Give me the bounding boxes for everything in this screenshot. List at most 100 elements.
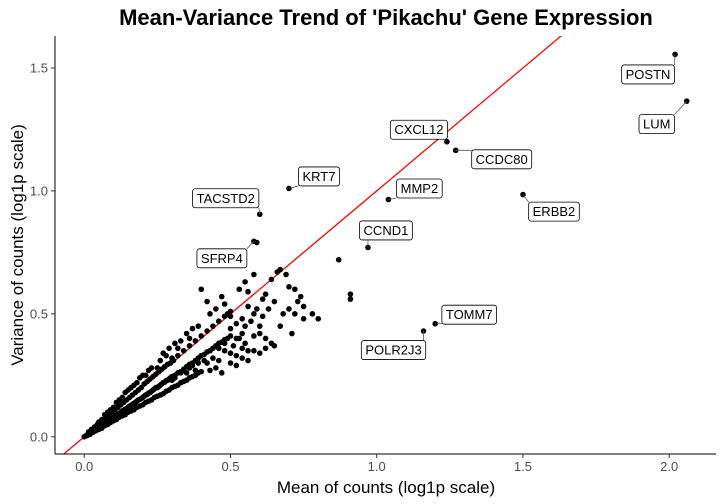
gene-label-connector	[674, 54, 676, 65]
gene-label-text: LUM	[643, 117, 670, 132]
gene-label-box	[621, 64, 675, 85]
gene-label-tomm7: TOMM7	[435, 304, 497, 325]
data-point	[186, 343, 193, 349]
chart-title: Mean-Variance Trend of 'Pikachu' Gene Ex…	[119, 5, 653, 30]
gene-label-box	[389, 119, 448, 140]
gene-labels-layer: POSTN LUM CXCL12 CCDC80 KRT7 ERBB2 MMP2 TACSTD2…	[192, 54, 688, 360]
gene-label-connector	[674, 100, 688, 115]
x-axis-label: Mean of counts (log1p scale)	[277, 478, 495, 497]
gene-label-box	[638, 114, 675, 135]
data-point	[259, 313, 266, 320]
data-point	[242, 323, 248, 329]
points-layer	[81, 51, 690, 440]
y-tick-label: 0.5	[30, 306, 48, 321]
gene-label-text: POLR2J3	[365, 343, 421, 358]
data-point	[195, 360, 202, 366]
gene-label-connector	[258, 207, 261, 215]
gene-label-postn: POSTN	[621, 54, 676, 85]
data-point	[262, 291, 269, 297]
data-point	[265, 306, 272, 312]
data-point	[227, 313, 234, 320]
gene-label-connector	[246, 241, 255, 250]
data-point	[204, 298, 210, 305]
y-tick-label: 1.5	[30, 60, 48, 75]
data-point	[198, 333, 205, 339]
data-point	[300, 303, 307, 310]
data-point	[256, 350, 263, 356]
data-point	[172, 340, 178, 347]
gene-label-box	[471, 149, 533, 170]
gene-label-sfrp4: SFRP4	[196, 241, 255, 269]
data-point	[183, 370, 190, 376]
y-tick-label: 0.0	[30, 429, 48, 444]
data-point	[119, 394, 126, 401]
data-point	[271, 343, 278, 349]
data-point	[251, 271, 257, 278]
gene-label-connector	[388, 197, 397, 200]
data-point	[148, 365, 155, 371]
data-point	[283, 271, 289, 278]
gene-label-polr2j3: POLR2J3	[360, 331, 427, 360]
y-axis-ticks: 0.0 0.5 1.0 1.5	[30, 60, 55, 444]
data-point	[215, 345, 222, 352]
x-tick-label: 1.0	[368, 459, 386, 474]
data-point	[251, 347, 257, 354]
gene-label-lum: LUM	[638, 100, 688, 135]
data-point	[245, 347, 251, 354]
data-point	[189, 325, 196, 332]
gene-label-text: KRT7	[302, 169, 335, 184]
data-point	[245, 357, 251, 364]
x-tick-label: 0.5	[221, 459, 239, 474]
x-tick-label: 2.0	[660, 459, 678, 474]
data-point	[233, 320, 240, 327]
data-point	[309, 311, 316, 317]
data-point	[277, 266, 284, 273]
data-point	[139, 372, 146, 379]
data-point	[215, 357, 222, 364]
data-point	[172, 374, 178, 381]
data-point	[300, 315, 307, 322]
data-point	[292, 311, 298, 317]
data-point	[175, 345, 181, 352]
x-tick-label: 0.0	[75, 459, 93, 474]
data-point	[213, 306, 219, 312]
data-point	[175, 352, 181, 359]
data-point	[177, 338, 184, 344]
data-point	[218, 370, 225, 376]
x-tick-label: 1.5	[514, 459, 532, 474]
data-point	[239, 355, 245, 361]
data-point	[315, 315, 322, 322]
data-point	[262, 335, 269, 342]
data-point	[210, 355, 216, 361]
data-point	[256, 330, 263, 337]
data-point	[134, 379, 140, 386]
data-point	[347, 296, 354, 302]
data-point	[207, 367, 213, 374]
data-point	[248, 318, 254, 325]
data-point	[198, 286, 205, 293]
data-point	[98, 416, 105, 423]
data-point	[259, 296, 266, 302]
gene-label-cxcl12: CXCL12	[389, 119, 448, 140]
data-point	[277, 323, 284, 329]
data-point	[335, 256, 342, 263]
data-point	[233, 362, 240, 369]
data-point	[213, 365, 219, 371]
plot-area: POSTN LUM CXCL12 CCDC80 KRT7 ERBB2 MMP2 TACSTD2…	[62, 36, 690, 454]
x-axis-ticks: 0.0 0.5 1.0 1.5 2.0	[75, 454, 678, 474]
gene-label-ccdc80: CCDC80	[455, 149, 533, 170]
gene-label-box	[298, 166, 340, 187]
gene-label-text: ERBB2	[533, 204, 576, 219]
data-point	[227, 360, 234, 366]
data-point	[198, 368, 205, 375]
data-point	[280, 311, 286, 317]
data-point	[286, 284, 292, 290]
data-point	[160, 350, 167, 356]
data-point	[254, 306, 260, 312]
data-point	[218, 293, 225, 300]
data-point	[230, 343, 237, 349]
data-point	[239, 330, 245, 337]
data-point	[192, 367, 199, 374]
gene-label-ccnd1: CCND1	[359, 220, 413, 248]
gene-label-box	[396, 178, 443, 199]
